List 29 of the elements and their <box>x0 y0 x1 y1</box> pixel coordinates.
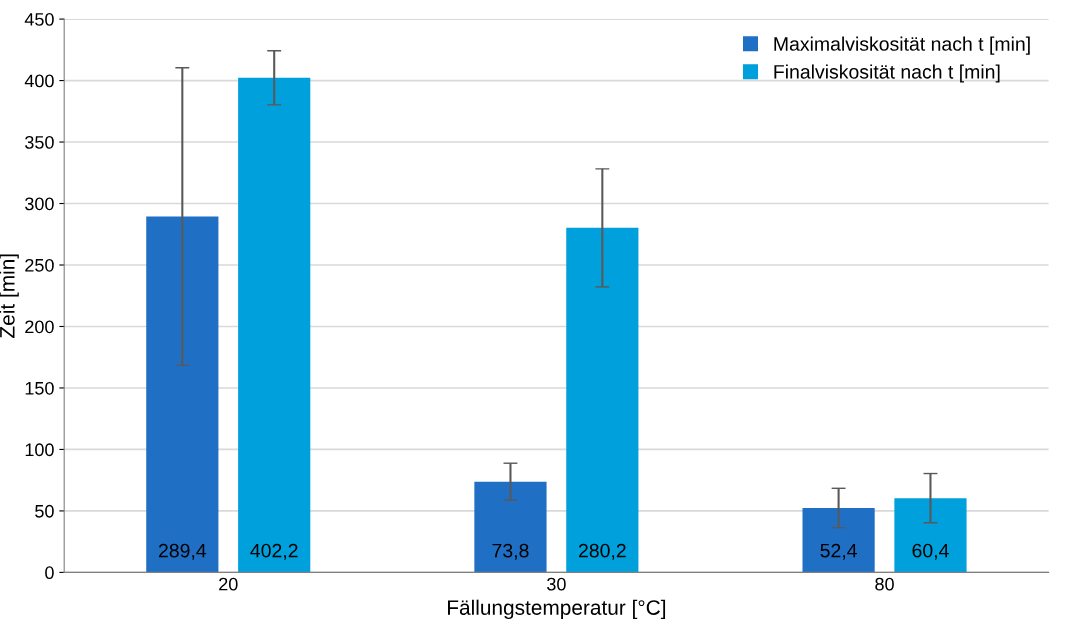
bar <box>894 498 967 573</box>
data-label: 402,2 <box>250 543 298 560</box>
bar <box>566 227 639 573</box>
y-tick-label: 150 <box>25 381 54 395</box>
y-tick-label: 250 <box>25 258 54 272</box>
bar <box>238 77 311 573</box>
y-axis-title: Zeit [min] <box>0 254 19 338</box>
y-tick-label: 350 <box>25 135 54 149</box>
x-tick-label: 20 <box>219 577 238 591</box>
x-axis-title: Fällungstemperatur [°C] <box>448 599 666 620</box>
bar <box>146 216 219 573</box>
y-tick-label: 100 <box>25 443 54 457</box>
x-tick-label: 80 <box>875 577 894 591</box>
data-label: 280,2 <box>578 543 626 560</box>
data-label: 73,8 <box>492 543 529 560</box>
y-tick-label: 300 <box>25 197 54 211</box>
data-label: 289,4 <box>158 543 207 560</box>
x-tick-label: 30 <box>547 577 566 591</box>
y-tick-label: 0 <box>45 566 54 580</box>
y-tick-label: 200 <box>25 320 54 334</box>
legend-label: Finalviskosität nach t [min] <box>774 64 1000 83</box>
bar <box>474 481 547 573</box>
data-label: 52,4 <box>820 543 857 560</box>
bar <box>802 507 875 573</box>
y-tick-label: 400 <box>24 74 54 88</box>
y-tick-label: 450 <box>24 13 54 26</box>
y-tick-label: 50 <box>35 504 54 518</box>
data-label: 60,4 <box>912 543 949 560</box>
legend-label: Maximalviskosität nach t [min] <box>774 36 1030 55</box>
